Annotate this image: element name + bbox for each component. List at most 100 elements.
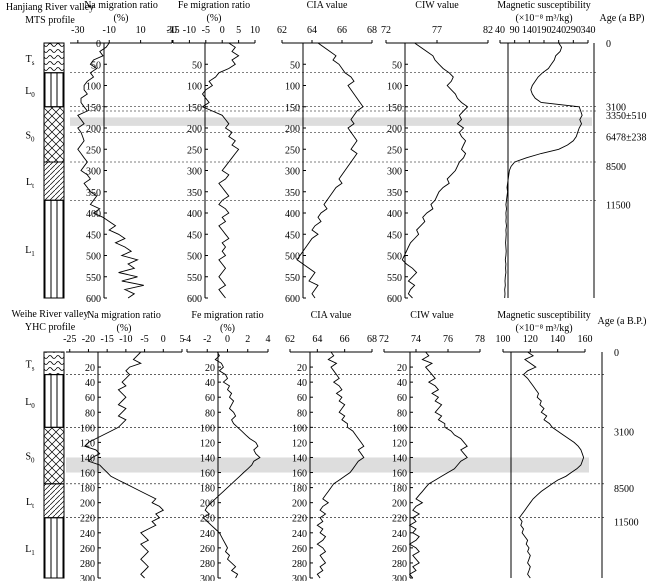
- series-line-na-migration-ratio: [83, 351, 165, 579]
- age-label: 6478±238: [606, 132, 647, 143]
- x-tick-label: 340: [581, 25, 596, 36]
- x-tick-label: 10: [136, 25, 146, 36]
- depth-tick-label: 60: [397, 393, 407, 404]
- strata-unit-letter: L: [25, 86, 31, 97]
- strata-unit-lt: [43, 483, 65, 519]
- depth-tick-label: 550: [387, 273, 402, 284]
- depth-tick-label: 600: [86, 294, 101, 305]
- depth-tick-label: 40: [205, 378, 215, 389]
- depth-tick-label: 100: [292, 423, 307, 434]
- depth-tick-label: 400: [86, 209, 101, 220]
- depth-tick-label: 100: [86, 82, 101, 93]
- age-label: 0: [606, 39, 611, 50]
- strata-unit-l0: [43, 374, 65, 428]
- strata-unit-label: S0: [25, 452, 35, 465]
- age-label: 3100: [606, 103, 626, 114]
- strata-unit-label: Lt: [26, 177, 34, 190]
- x-tick-label: 160: [578, 334, 593, 345]
- x-tick-label: 10: [250, 25, 260, 36]
- depth-tick-label: 260: [392, 544, 407, 555]
- x-tick-label: 240: [551, 25, 566, 36]
- strata-unit-subscript: 1: [31, 549, 35, 557]
- x-tick-label: 82: [483, 25, 493, 36]
- age-label: 0: [614, 348, 619, 359]
- x-tick-label: -10: [103, 25, 116, 36]
- x-tick-label: -5: [202, 25, 210, 36]
- x-tick-label: 30: [167, 25, 177, 36]
- depth-tick-label: 220: [80, 514, 95, 525]
- strata-unit-label: L1: [25, 544, 35, 557]
- depth-tick-label: 300: [187, 167, 202, 178]
- depth-tick-label: 550: [86, 273, 101, 284]
- depth-tick-label: 200: [187, 124, 202, 135]
- series-line-fe-migration-ratio: [202, 351, 261, 579]
- series-title: CIA value: [311, 310, 352, 321]
- x-tick-label: 72: [379, 334, 389, 345]
- strata-unit-label: L0: [25, 86, 35, 99]
- series-title: CIW value: [415, 0, 459, 11]
- depth-tick-label: 450: [187, 230, 202, 241]
- strata-unit-l0: [43, 72, 65, 108]
- depth-tick-label: 280: [292, 559, 307, 570]
- x-tick-label: 5: [180, 334, 185, 345]
- strata-unit-subscript: s: [32, 59, 35, 67]
- strata-unit-letter: L: [25, 397, 31, 408]
- age-axis-title: Age (a BP): [600, 13, 645, 24]
- depth-tick-label: 160: [392, 469, 407, 480]
- depth-tick-label: 400: [387, 209, 402, 220]
- depth-tick-label: 100: [392, 423, 407, 434]
- depth-tick-label: 350: [187, 188, 202, 199]
- x-tick-label: 68: [367, 25, 377, 36]
- depth-tick-label: 40: [297, 378, 307, 389]
- depth-tick-label: 400: [187, 209, 202, 220]
- depth-tick-label: 450: [285, 230, 300, 241]
- x-tick-label: 64: [312, 334, 322, 345]
- x-tick-label: -30: [71, 25, 84, 36]
- strata-unit-label: S0: [25, 130, 35, 143]
- strata-unit-letter: L: [25, 544, 31, 555]
- depth-tick-label: 350: [387, 188, 402, 199]
- x-tick-label: 90: [510, 25, 520, 36]
- x-tick-label: -15: [100, 334, 113, 345]
- depth-tick-label: 260: [80, 544, 95, 555]
- age-label: 3350±510: [606, 111, 647, 122]
- depth-tick-label: 500: [86, 252, 101, 263]
- x-tick-label: 2: [245, 334, 250, 345]
- depth-tick-label: 40: [397, 378, 407, 389]
- depth-tick-label: 300: [387, 167, 402, 178]
- depth-tick-label: 240: [200, 529, 215, 540]
- depth-tick-label: 180: [80, 484, 95, 495]
- depth-tick-label: 600: [387, 294, 402, 305]
- x-tick-label: 68: [367, 334, 377, 345]
- x-tick-label: -2: [203, 334, 211, 345]
- strata-unit-lt: [43, 161, 65, 201]
- strata-unit-letter: L: [26, 497, 32, 508]
- depth-tick-label: 250: [187, 145, 202, 156]
- age-label: 3100: [614, 427, 634, 438]
- strata-unit-s0: [43, 106, 65, 163]
- strata-unit-label: L1: [25, 245, 35, 258]
- depth-tick-label: 100: [387, 82, 402, 93]
- depth-tick-label: 40: [85, 378, 95, 389]
- depth-tick-label: 250: [387, 145, 402, 156]
- strata-unit-subscript: 1: [31, 250, 35, 258]
- depth-tick-label: 140: [292, 453, 307, 464]
- strata-unit-subscript: t: [32, 502, 34, 510]
- depth-tick-label: 500: [285, 252, 300, 263]
- depth-tick-label: 500: [387, 252, 402, 263]
- depth-tick-label: 160: [80, 469, 95, 480]
- strata-unit-ts: [43, 42, 65, 74]
- x-tick-label: -10: [183, 25, 196, 36]
- depth-tick-label: 20: [205, 363, 215, 374]
- series-title: Fe migration ratio: [191, 310, 263, 321]
- depth-tick-label: 80: [297, 408, 307, 419]
- x-tick-label: -20: [82, 334, 95, 345]
- depth-tick-label: 100: [187, 82, 202, 93]
- depth-tick-label: 20: [297, 363, 307, 374]
- depth-tick-label: 240: [80, 529, 95, 540]
- depth-tick-label: 200: [387, 124, 402, 135]
- depth-tick-label: 120: [392, 438, 407, 449]
- x-tick-label: -4: [183, 334, 191, 345]
